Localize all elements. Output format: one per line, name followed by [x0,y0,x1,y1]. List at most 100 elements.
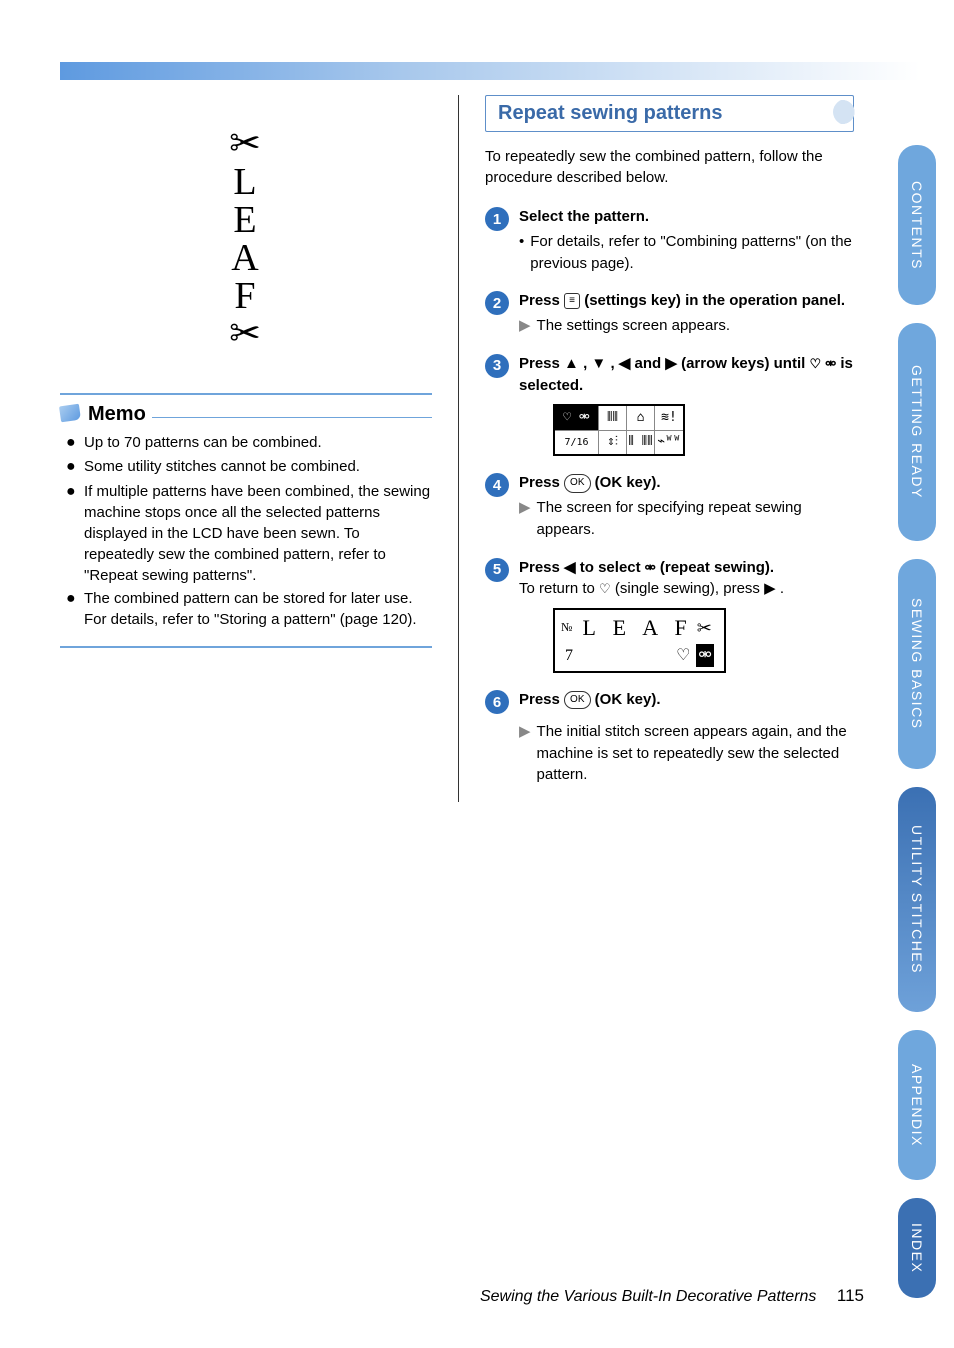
t: (repeat sewing). [660,559,774,576]
t: Press [519,691,564,708]
step-lead: Press ◀ to select ⚮ (repeat sewing). [519,557,854,579]
t: . [780,580,784,597]
t: Press [519,292,564,309]
tab-sewing-basics[interactable]: SEWING BASICS [898,559,936,769]
tab-label: APPENDIX [909,1064,925,1147]
left-arrow-icon: ◀ [619,355,631,372]
lcd-cell: ⫴ ⫴⫴ [627,430,655,454]
memo-rule [152,417,432,418]
lcd-cell: 7/16 [555,430,599,454]
step-1: 1 Select the pattern. •For details, refe… [485,206,854,274]
step-result: The initial stitch screen appears again,… [537,721,854,786]
lcd-screen-2: № L E A F ✂ 7 ♡ ⚮ [553,608,726,673]
memo-item: Some utility stitches cannot be combined… [84,456,432,478]
ok-key-icon: OK [564,474,590,493]
lcd-screen-1: ♡ ⚮ ⫴⫴ ⌂ ≋! 7/16 ⇕⫶ ⫴ ⫴⫴ ⌁ᵂᵂ [553,404,685,456]
t: Press [519,355,564,372]
ok-key-icon: OK [564,691,590,710]
t: and [635,355,666,372]
lcd-cell: ♡ ⚮ [555,406,599,430]
lcd-prefix: № [561,619,578,636]
step-lead: Press OK (OK key). [519,689,854,711]
step-number: 6 [485,690,509,714]
t: (arrow keys) until [681,355,809,372]
up-arrow-icon: ▲ [564,355,579,372]
lcd-text: L E A F [582,612,692,644]
lcd-suffix: ✂ [697,615,718,641]
t: to select [580,559,645,576]
step-3: 3 Press ▲ , ▼ , ◀ and ▶ (arrow keys) unt… [485,353,854,457]
step-bullet: For details, refer to "Combining pattern… [530,231,854,275]
step-6: 6 Press OK (OK key). ▶The initial stitch… [485,689,854,786]
t: To return to [519,580,599,597]
step-2: 2 Press ≡ (settings key) in the operatio… [485,290,854,337]
page-footer: Sewing the Various Built-In Decorative P… [0,1286,864,1306]
right-column: Repeat sewing patterns To repeatedly sew… [458,95,854,802]
step-number: 1 [485,207,509,231]
lcd-cell: ⇕⫶ [599,430,627,454]
step-5: 5 Press ◀ to select ⚮ (repeat sewing). T… [485,557,854,674]
t: (OK key). [595,474,661,491]
repeat-heart-icon: ⚮ [825,356,836,371]
step-number: 4 [485,473,509,497]
step-result: The screen for specifying repeat sewing … [537,497,854,541]
lcd-cell: ⌂ [627,406,655,430]
t: (single sewing), press [615,580,764,597]
step-number: 3 [485,354,509,378]
step-number: 5 [485,558,509,582]
memo-box: Memo ●Up to 70 patterns can be combined.… [60,393,432,648]
step-lead: Press ≡ (settings key) in the operation … [519,290,854,312]
lcd-cell: ≋! [655,406,683,430]
header-gradient-bar [60,62,920,80]
tab-utility-stitches[interactable]: UTILITY STITCHES [898,787,936,1012]
lcd-cell: ⌁ᵂᵂ [655,430,683,454]
memo-item: If multiple patterns have been combined,… [84,481,432,586]
step-number: 2 [485,291,509,315]
lcd-cell: ⫴⫴ [599,406,627,430]
single-heart-icon: ♡ [599,581,611,596]
section-title-box: Repeat sewing patterns [485,95,854,132]
right-arrow-icon: ▶ [764,580,776,597]
step-lead: Press ▲ , ▼ , ◀ and ▶ (arrow keys) until… [519,353,854,397]
tab-getting-ready[interactable]: GETTING READY [898,323,936,541]
t: (OK key). [595,691,661,708]
tab-label: CONTENTS [909,181,925,270]
step-lead: Select the pattern. [519,206,854,228]
tab-label: INDEX [909,1223,925,1273]
step-return-line: To return to ♡ (single sewing), press ▶ … [519,578,854,600]
memo-title: Memo [88,403,146,426]
tab-label: GETTING READY [909,365,925,499]
memo-icon [60,405,82,425]
page-body: ✂LEAF✂ Memo ●Up to 70 patterns can be co… [60,95,854,1268]
section-intro: To repeatedly sew the combined pattern, … [485,146,854,188]
tab-appendix[interactable]: APPENDIX [898,1030,936,1180]
t: Press [519,474,564,491]
settings-key-icon: ≡ [564,293,580,309]
page-number: 115 [837,1286,864,1305]
tab-label: SEWING BASICS [909,598,925,730]
memo-item: Up to 70 patterns can be combined. [84,432,432,454]
lcd-num: 7 [565,644,573,667]
step-result: The settings screen appears. [537,315,854,337]
section-title: Repeat sewing patterns [498,102,841,125]
vertical-leaf-sample: ✂LEAF✂ [60,125,432,353]
left-column: ✂LEAF✂ Memo ●Up to 70 patterns can be co… [60,95,432,802]
repeat-heart-icon: ⚮ [696,644,713,667]
right-arrow-icon: ▶ [665,355,677,372]
tab-index[interactable]: INDEX [898,1198,936,1298]
left-arrow-icon: ◀ [564,559,576,576]
memo-list: ●Up to 70 patterns can be combined. ●Som… [60,432,432,630]
single-heart-icon: ♡ [676,644,690,667]
step-lead: Press OK (OK key). [519,472,854,494]
step-4: 4 Press OK (OK key). ▶The screen for spe… [485,472,854,540]
tab-contents[interactable]: CONTENTS [898,145,936,305]
memo-item: The combined pattern can be stored for l… [84,588,432,630]
tab-label: UTILITY STITCHES [909,825,925,974]
t: (settings key) in the operation panel. [584,292,845,309]
single-heart-icon: ♡ [809,356,821,371]
repeat-heart-icon: ⚮ [645,560,656,575]
side-tabs: CONTENTS GETTING READY SEWING BASICS UTI… [898,145,940,1298]
footer-title: Sewing the Various Built-In Decorative P… [480,1288,816,1305]
down-arrow-icon: ▼ [591,355,606,372]
t: Press [519,559,564,576]
